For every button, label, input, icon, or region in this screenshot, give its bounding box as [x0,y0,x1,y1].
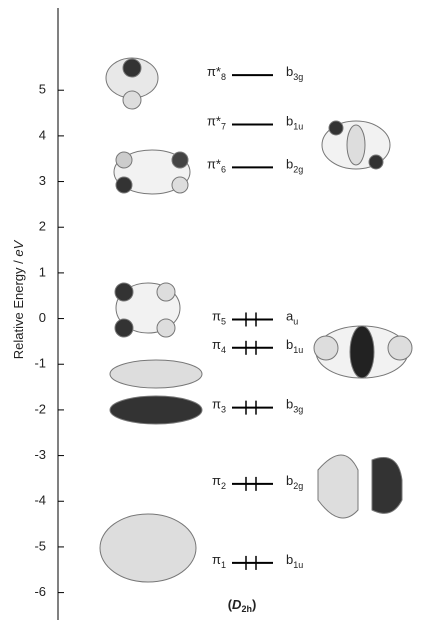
orbital-index: 4 [221,345,226,355]
y-tick-label: 0 [39,310,46,325]
orbital-label: π5 [212,309,226,327]
orbital-label: π*7 [207,114,226,132]
orbital-name: π* [207,65,221,80]
y-tick-label: 3 [39,173,46,188]
y-tick-label: -1 [34,356,46,371]
y-tick-label: -6 [34,584,46,599]
symmetry-index: 1u [293,560,303,570]
symmetry-label: b1u [286,552,303,570]
y-tick-label: -5 [34,538,46,553]
symmetry-name: b [286,65,293,80]
orbital-index: 2 [221,481,226,491]
symmetry-label: b3g [286,65,303,83]
y-tick-label: -3 [34,447,46,462]
symmetry-index: 1u [293,122,303,132]
orbital-name: π* [207,157,221,172]
chart: Relative Energy / eV (D2h) -6 -5 -4 -3 -2 -1 0… [0,0,441,620]
orbital-name: π [212,473,221,488]
y-tick-label: 4 [39,127,46,142]
orbital-index: 1 [221,560,226,570]
y-axis-title: Relative Energy / eV [11,239,26,359]
y-tick-label: -2 [34,401,46,416]
symmetry-index: u [293,317,298,327]
orbital-index: 8 [221,73,226,83]
orbital-name: π* [207,114,221,129]
symmetry-label: b2g [286,157,303,175]
symmetry-index: 1u [293,345,303,355]
orbital-label: π4 [212,337,226,355]
y-tick-label: 1 [39,264,46,279]
orbital-label: π*8 [207,65,226,83]
orbital-name: π [212,337,221,352]
orbital-label: π*6 [207,157,226,175]
symmetry-name: b [286,552,293,567]
symmetry-index: 2g [293,165,303,175]
symmetry-label: b1u [286,337,303,355]
orbital-index: 6 [221,165,226,175]
orbital-label: π1 [212,552,226,570]
y-tick-label: -4 [34,493,46,508]
symmetry-index: 3g [293,73,303,83]
orbital-index: 3 [221,405,226,415]
orbital-name: π [212,397,221,412]
symmetry-name: b [286,397,293,412]
symmetry-name: b [286,157,293,172]
symmetry-label: b2g [286,473,303,491]
orbital-name: π [212,552,221,567]
symmetry-label: b3g [286,397,303,415]
symmetry-name: b [286,114,293,129]
y-tick-label: 5 [39,82,46,97]
orbital-label: π3 [212,397,226,415]
orbital-name: π [212,309,221,324]
orbital-label: π2 [212,473,226,491]
orbital-index: 7 [221,122,226,132]
symmetry-index: 2g [293,481,303,491]
symmetry-name: b [286,337,293,352]
footer: (D2h) [228,597,257,614]
symmetry-index: 3g [293,405,303,415]
symmetry-name: b [286,473,293,488]
symmetry-label: b1u [286,114,303,132]
y-tick-label: 2 [39,219,46,234]
orbital-index: 5 [221,317,226,327]
symmetry-label: au [286,309,298,327]
